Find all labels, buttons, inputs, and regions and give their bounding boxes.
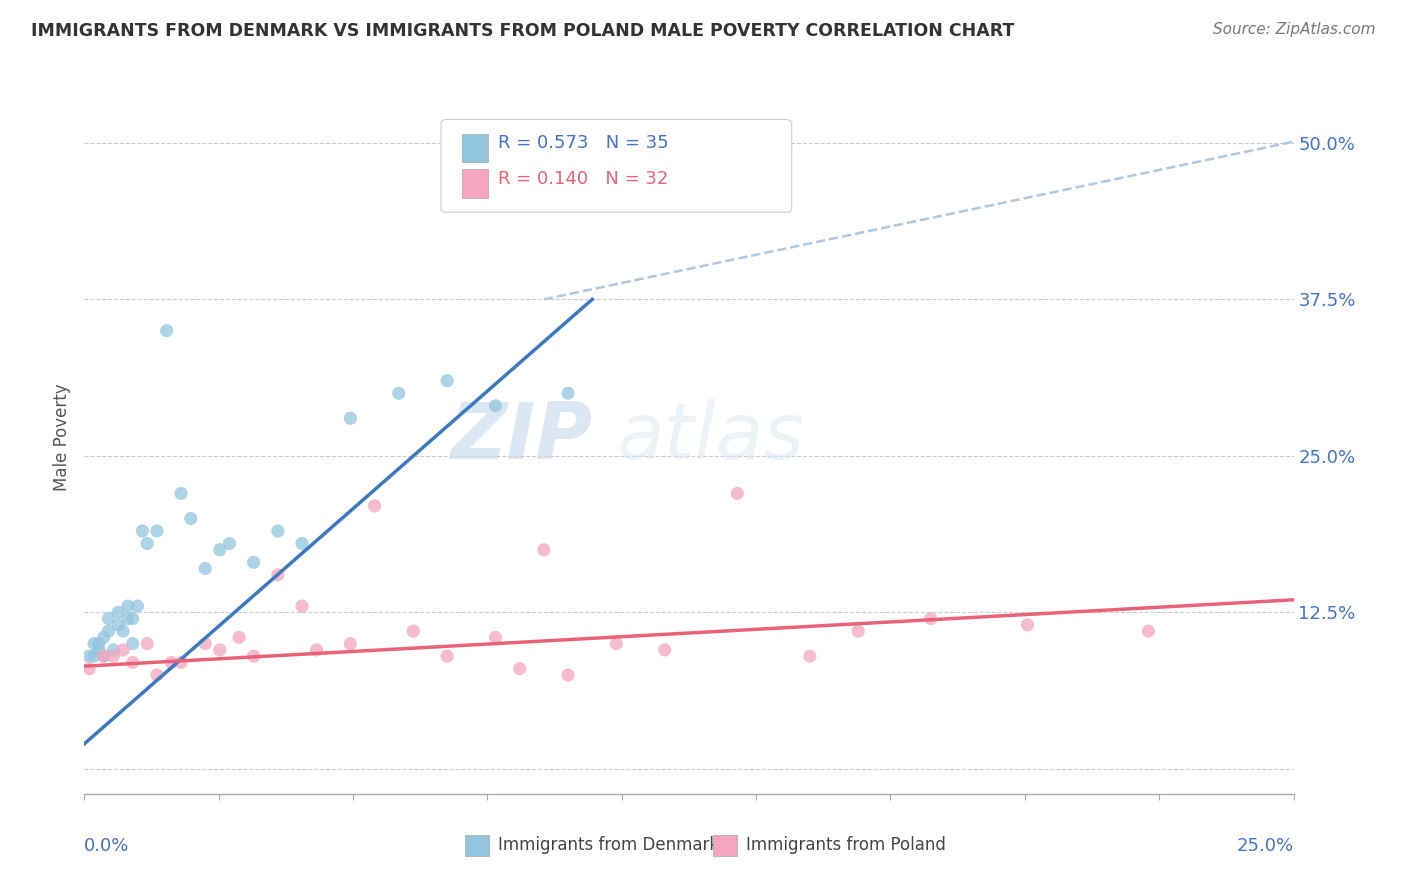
Point (388, 386, 411, 401)
Point (112, 643, 135, 657)
Text: IMMIGRANTS FROM DENMARK VS IMMIGRANTS FROM POLAND MALE POVERTY CORRELATION CHART: IMMIGRANTS FROM DENMARK VS IMMIGRANTS FR… (31, 22, 1014, 40)
Point (291, 599, 314, 613)
Point (93, 649, 115, 664)
Text: ZIP: ZIP (450, 399, 592, 475)
Point (97, 624, 120, 639)
Point (77, 649, 100, 664)
Point (605, 637, 627, 651)
Text: Immigrants from Denmark: Immigrants from Denmark (498, 837, 718, 855)
Point (121, 612, 143, 626)
Point (121, 656, 143, 670)
Point (160, 656, 183, 670)
Point (77, 662, 100, 676)
Point (127, 599, 149, 613)
Text: Source: ZipAtlas.com: Source: ZipAtlas.com (1212, 22, 1375, 37)
Point (194, 561, 217, 575)
Point (194, 637, 217, 651)
Point (155, 324, 177, 338)
Point (103, 643, 125, 657)
Point (339, 637, 361, 651)
Point (83, 637, 105, 651)
Point (267, 524, 290, 538)
Point (117, 612, 139, 626)
Point (87, 643, 110, 657)
Point (228, 631, 250, 645)
Point (131, 524, 153, 538)
Point (83, 649, 105, 664)
Point (654, 643, 676, 657)
Point (920, 612, 942, 626)
Point (146, 524, 169, 538)
Point (436, 649, 458, 664)
Text: R = 0.573   N = 35: R = 0.573 N = 35 (498, 134, 669, 152)
Point (87, 637, 110, 651)
Point (242, 649, 264, 664)
Y-axis label: Male Poverty: Male Poverty (53, 384, 72, 491)
Point (218, 536, 240, 550)
Point (242, 555, 264, 569)
FancyBboxPatch shape (461, 169, 488, 198)
Text: atlas: atlas (616, 399, 804, 475)
Text: R = 0.140   N = 32: R = 0.140 N = 32 (498, 169, 668, 187)
Point (117, 599, 139, 613)
Point (208, 542, 231, 557)
Point (107, 605, 129, 619)
Point (136, 637, 159, 651)
Point (339, 411, 361, 425)
Point (93, 649, 115, 664)
Point (208, 643, 231, 657)
Point (557, 386, 579, 401)
Point (103, 649, 125, 664)
Point (1017, 618, 1039, 632)
Point (170, 486, 193, 500)
Point (1137, 624, 1160, 639)
Point (305, 643, 328, 657)
Point (146, 668, 169, 682)
Point (121, 637, 143, 651)
Point (170, 656, 193, 670)
Point (180, 511, 202, 525)
Point (363, 499, 385, 513)
Point (533, 542, 555, 557)
Point (484, 399, 506, 413)
Point (557, 668, 579, 682)
FancyBboxPatch shape (465, 835, 489, 856)
FancyBboxPatch shape (441, 120, 792, 212)
Point (509, 662, 531, 676)
Text: 25.0%: 25.0% (1236, 837, 1294, 855)
Point (725, 486, 748, 500)
Point (846, 624, 869, 639)
Point (97, 612, 120, 626)
Point (136, 536, 159, 550)
Point (402, 624, 425, 639)
Point (93, 631, 115, 645)
Point (107, 618, 129, 632)
FancyBboxPatch shape (461, 134, 488, 162)
Point (291, 536, 314, 550)
Point (112, 624, 135, 639)
Point (436, 374, 458, 388)
Text: Immigrants from Poland: Immigrants from Poland (745, 837, 946, 855)
Text: 0.0%: 0.0% (84, 837, 129, 855)
Point (484, 631, 506, 645)
FancyBboxPatch shape (713, 835, 737, 856)
Point (267, 567, 290, 582)
Point (799, 649, 821, 664)
